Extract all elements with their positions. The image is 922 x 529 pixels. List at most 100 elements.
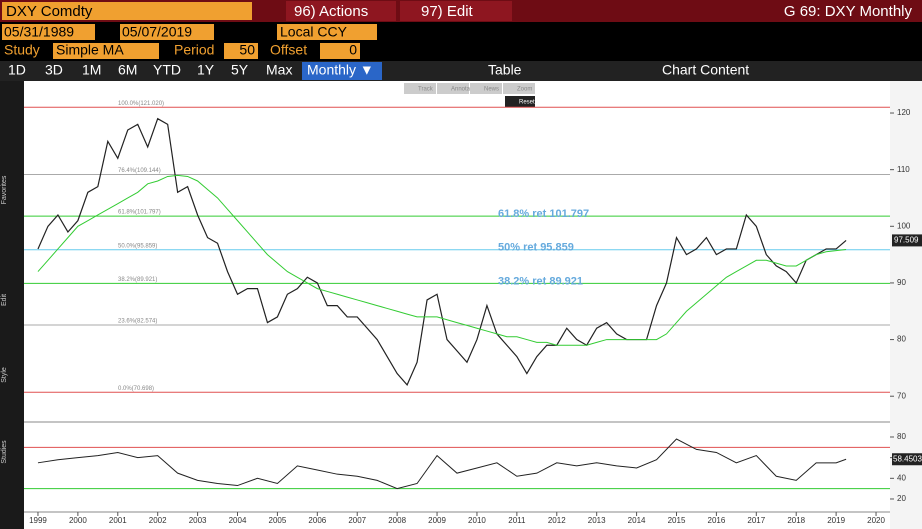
side-label: Favorites — [1, 175, 8, 204]
start-date: 05/31/1989 — [4, 24, 74, 40]
range-button[interactable]: 1Y — [197, 62, 215, 78]
x-tick-label: 2015 — [668, 516, 686, 525]
period-field[interactable] — [224, 43, 258, 59]
series-line — [37, 117, 847, 386]
study: Simple MA — [56, 42, 124, 58]
period-label: Period — [174, 42, 214, 58]
edit: 97) Edit — [421, 3, 474, 20]
tool-label: Reset — [519, 100, 535, 106]
start-field[interactable] — [2, 24, 95, 40]
range-button[interactable]: 1D — [8, 62, 26, 78]
offset: 0 — [349, 42, 357, 58]
x-tick-label: 2012 — [548, 516, 566, 525]
rsi-tag — [892, 453, 922, 466]
rsi-y-tick-label: 20 — [897, 494, 906, 503]
tool-button[interactable] — [404, 83, 436, 94]
chart-bg — [0, 81, 922, 529]
actions: 96) Actions — [294, 3, 368, 20]
rsi-y-tick-label: 40 — [897, 473, 906, 482]
y-tick-label: 90 — [897, 278, 906, 287]
tool-label: News — [484, 87, 499, 93]
chart-content-button[interactable]: Chart Content — [662, 62, 749, 78]
x-tick-label: 2014 — [628, 516, 646, 525]
x-tick-label: 2016 — [708, 516, 726, 525]
ticker-field[interactable] — [2, 2, 252, 20]
x-tick-label: 2013 — [588, 516, 606, 525]
rsi-y-tick-label: 80 — [897, 432, 906, 441]
retracement-label: 61.8%(101.797) — [118, 210, 161, 216]
ticker: DXY Comdty — [6, 3, 93, 20]
x-tick-label: 2018 — [787, 516, 805, 525]
x-tick-label: 2002 — [149, 516, 167, 525]
series-line — [37, 174, 847, 346]
x-tick-label: 2006 — [308, 516, 326, 525]
range-button[interactable]: 5Y — [231, 62, 249, 78]
y-tick-label: 120 — [897, 108, 911, 117]
rsi-tag-label: 58.4503 — [893, 454, 922, 463]
y-tick-label: 70 — [897, 391, 906, 400]
x-tick-label: 2005 — [269, 516, 287, 525]
range-button[interactable]: 6M — [118, 62, 137, 78]
tool-label: Track — [418, 87, 434, 93]
range-button[interactable]: 3D — [45, 62, 63, 78]
x-tick-label: 2017 — [747, 516, 765, 525]
window-title: G 69: DXY Monthly — [784, 3, 913, 20]
currency-field[interactable] — [277, 24, 377, 40]
x-tick-label: 2019 — [827, 516, 845, 525]
actions-tab[interactable] — [286, 1, 396, 21]
x-tick-label: 1999 — [29, 516, 47, 525]
side-label: Style — [1, 367, 8, 383]
table-button[interactable]: Table — [488, 62, 522, 78]
x-tick-label: 2009 — [428, 516, 446, 525]
frequency-button[interactable] — [302, 62, 382, 80]
retracement-label: 50.0%(95.859) — [118, 243, 157, 249]
retracement-label: 76.4%(109.144) — [118, 168, 161, 174]
side-label: Studies — [1, 440, 8, 464]
retracement-label: 0.0%(70.698) — [118, 386, 154, 392]
x-tick-label: 2003 — [189, 516, 207, 525]
tool-button[interactable] — [470, 83, 502, 94]
offset-label: Offset — [270, 42, 307, 58]
offset-field[interactable] — [320, 43, 360, 59]
y-tick-label: 100 — [897, 221, 911, 230]
tool-button[interactable] — [505, 96, 535, 107]
x-tick-label: 2020 — [867, 516, 885, 525]
range-button[interactable]: 1M — [82, 62, 101, 78]
x-tick-label: 2010 — [468, 516, 486, 525]
tool-button[interactable] — [437, 83, 469, 94]
retracement-label: 100.0%(121.020) — [118, 101, 164, 107]
study-label: Study — [4, 42, 40, 58]
callout: 61.8% ret 101.797 — [498, 208, 589, 220]
tool-button[interactable] — [503, 83, 535, 94]
frequency: Monthly ▼ — [307, 62, 374, 78]
price-tag-label: 97.509 — [894, 236, 919, 245]
x-tick-label: 2011 — [508, 516, 526, 525]
end-field[interactable] — [120, 24, 214, 40]
tool-label: Zoom — [517, 87, 532, 93]
range-button[interactable]: Max — [266, 62, 292, 78]
callout: 38.2% ret 89.921 — [498, 275, 583, 287]
retracement-label: 38.2%(89.921) — [118, 277, 157, 283]
x-tick-label: 2008 — [388, 516, 406, 525]
callout: 50% ret 95.859 — [498, 242, 574, 254]
edit-tab[interactable] — [400, 1, 512, 21]
range-button[interactable]: YTD — [153, 62, 181, 78]
x-tick-label: 2004 — [229, 516, 247, 525]
study-field[interactable] — [53, 43, 159, 59]
x-tick-label: 2001 — [109, 516, 127, 525]
y-tick-label: 110 — [897, 165, 910, 174]
end-date: 05/07/2019 — [122, 24, 192, 40]
range-bar — [0, 61, 922, 81]
x-tick-label: 2007 — [348, 516, 366, 525]
period: 50 — [239, 42, 255, 58]
retracement-label: 23.6%(82.574) — [118, 319, 157, 325]
currency: Local CCY — [280, 24, 348, 40]
x-tick-label: 2000 — [69, 516, 87, 525]
tool-label: Annotate — [451, 87, 476, 93]
y-tick-label: 80 — [897, 335, 906, 344]
side-toolbar — [0, 81, 24, 529]
rsi-line — [37, 438, 847, 490]
side-label: Edit — [1, 294, 8, 306]
price-tag — [892, 234, 922, 247]
